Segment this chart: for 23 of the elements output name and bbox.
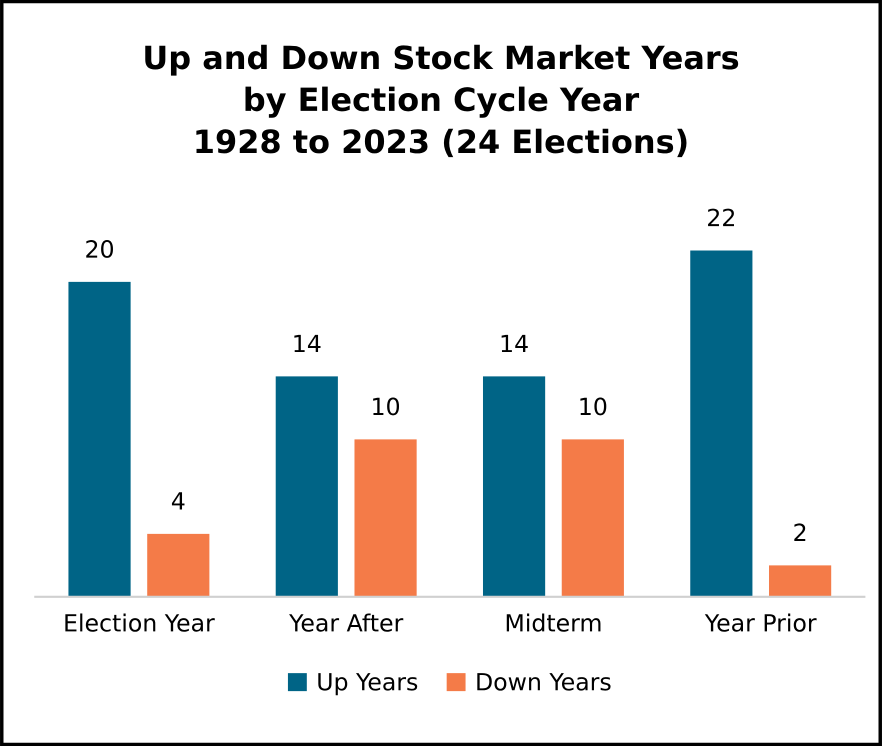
x-tick-label: Year Prior (704, 613, 817, 632)
data-label: 20 (86, 240, 113, 258)
bar (769, 565, 832, 597)
bar (482, 376, 546, 597)
data-label: 14 (502, 334, 528, 352)
legend-label: Up Years (318, 673, 418, 696)
chart-title: Up and Down Stock Market Years by Election Cycle Year 1928 to 2023 (24 Elections) (145, 44, 738, 158)
bar (690, 250, 752, 597)
data-label: 10 (580, 397, 606, 416)
bar (68, 282, 131, 597)
x-tick-label: Midterm (506, 613, 600, 632)
x-tick-label: Election Year (65, 613, 215, 632)
x-tick-label: Year After (289, 613, 404, 632)
bar (562, 439, 624, 597)
bar (276, 376, 338, 597)
data-label: 10 (373, 397, 400, 416)
bar (354, 439, 417, 597)
data-label: 14 (294, 334, 320, 352)
data-label: 22 (708, 208, 734, 226)
bar (147, 534, 210, 597)
data-label: 2 (794, 523, 806, 541)
legend-label: Down Years (477, 673, 611, 691)
data-label: 4 (172, 492, 184, 510)
